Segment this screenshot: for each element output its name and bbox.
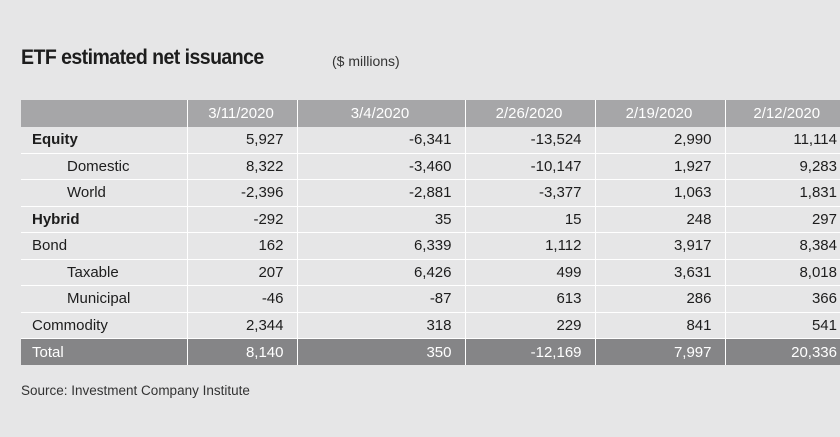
value-cell: 35	[296, 206, 465, 233]
value-cell: -3,460	[296, 153, 465, 180]
header-cell: 2/26/2020	[464, 100, 595, 127]
chart-title: ETF estimated net issuance	[21, 46, 264, 69]
value-cell: 20,336	[724, 338, 840, 365]
value-cell: 1,831	[724, 179, 840, 207]
value-cell: 207	[186, 259, 297, 286]
row-label: Domestic	[21, 153, 187, 180]
table-row: Bond 162 6,339 1,112 3,917 8,384	[21, 232, 840, 260]
header-cell	[21, 100, 187, 127]
value-cell: -13,524	[464, 126, 595, 154]
value-cell: 3,631	[594, 259, 725, 286]
value-cell: -46	[186, 285, 297, 313]
value-cell: 297	[724, 206, 840, 233]
table-row: Equity 5,927 -6,341 -13,524 2,990 11,114	[21, 126, 840, 154]
value-cell: 2,344	[186, 312, 297, 339]
value-cell: 1,063	[594, 179, 725, 207]
value-cell: 2,990	[594, 126, 725, 154]
value-cell: 248	[594, 206, 725, 233]
table-row: World -2,396 -2,881 -3,377 1,063 1,831	[21, 179, 840, 207]
header-cell: 2/19/2020	[594, 100, 725, 127]
value-cell: -292	[186, 206, 297, 233]
value-cell: 613	[464, 285, 595, 313]
value-cell: 15	[464, 206, 595, 233]
row-label: Taxable	[21, 259, 187, 286]
value-cell: -10,147	[464, 153, 595, 180]
units-label: ($ millions)	[332, 53, 400, 69]
header-cell: 2/12/2020	[724, 100, 840, 127]
value-cell: 8,018	[724, 259, 840, 286]
value-cell: 541	[724, 312, 840, 339]
value-cell: 8,322	[186, 153, 297, 180]
table-body: Equity 5,927 -6,341 -13,524 2,990 11,114 Domes…	[21, 126, 840, 365]
header-cell: 3/11/2020	[186, 100, 297, 127]
header-row: 3/11/2020 3/4/2020 2/26/2020 2/19/2020 2…	[21, 100, 840, 127]
value-cell: -2,881	[296, 179, 465, 207]
value-cell: 350	[296, 338, 465, 365]
row-label: Municipal	[21, 285, 187, 313]
header-cell: 3/4/2020	[296, 100, 465, 127]
value-cell: 8,140	[186, 338, 297, 365]
value-cell: 9,283	[724, 153, 840, 180]
value-cell: 8,384	[724, 232, 840, 260]
value-cell: 6,339	[296, 232, 465, 260]
row-label: World	[21, 179, 187, 207]
table-row: Commodity 2,344 318 229 841 541	[21, 312, 840, 339]
value-cell: 318	[296, 312, 465, 339]
value-cell: 229	[464, 312, 595, 339]
value-cell: 5,927	[186, 126, 297, 154]
value-cell: -12,169	[464, 338, 595, 365]
value-cell: 7,997	[594, 338, 725, 365]
row-label: Bond	[21, 232, 187, 260]
value-cell: 286	[594, 285, 725, 313]
issuance-table: 3/11/2020 3/4/2020 2/26/2020 2/19/2020 2…	[21, 100, 840, 365]
value-cell: 1,927	[594, 153, 725, 180]
value-cell: 366	[724, 285, 840, 313]
value-cell: 499	[464, 259, 595, 286]
value-cell: 841	[594, 312, 725, 339]
value-cell: -87	[296, 285, 465, 313]
table-row: Municipal -46 -87 613 286 366	[21, 285, 840, 313]
table-row: Domestic 8,322 -3,460 -10,147 1,927 9,283	[21, 153, 840, 180]
value-cell: -3,377	[464, 179, 595, 207]
value-cell: 1,112	[464, 232, 595, 260]
value-cell: 11,114	[724, 126, 840, 154]
row-label: Equity	[21, 126, 187, 154]
total-row: Total 8,140 350 -12,169 7,997 20,336	[21, 338, 840, 365]
table-row: Taxable 207 6,426 499 3,631 8,018	[21, 259, 840, 286]
source-note: Source: Investment Company Institute	[21, 383, 250, 398]
value-cell: -2,396	[186, 179, 297, 207]
value-cell: 162	[186, 232, 297, 260]
value-cell: 3,917	[594, 232, 725, 260]
row-label: Hybrid	[21, 206, 187, 233]
value-cell: 6,426	[296, 259, 465, 286]
row-label: Commodity	[21, 312, 187, 339]
row-label: Total	[21, 338, 187, 365]
value-cell: -6,341	[296, 126, 465, 154]
table-row: Hybrid -292 35 15 248 297	[21, 206, 840, 233]
